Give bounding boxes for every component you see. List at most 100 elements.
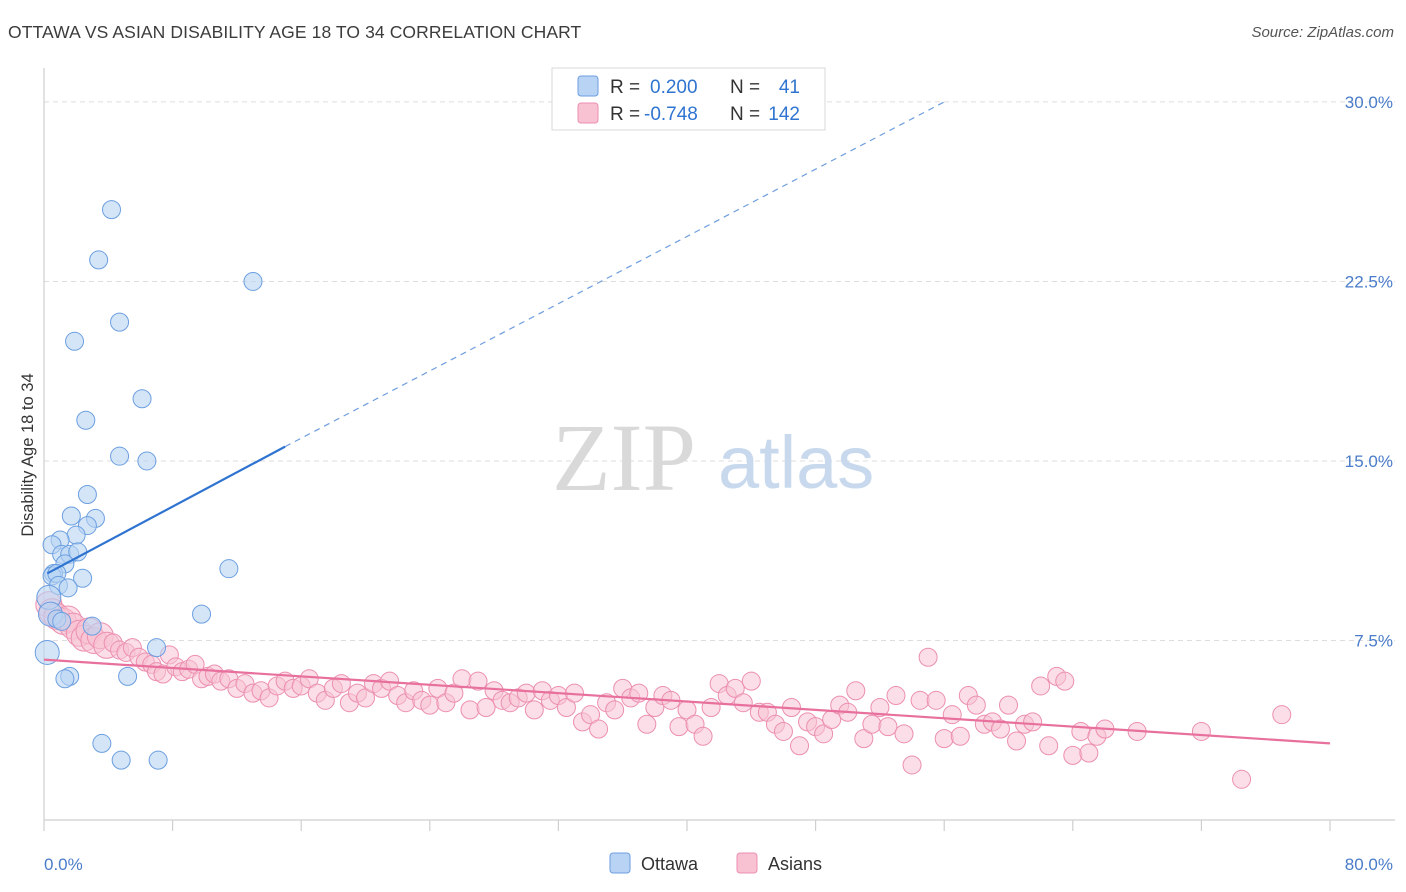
ottawa-point-37 xyxy=(118,666,138,686)
grid-lines xyxy=(44,101,1395,641)
asians-point-75 xyxy=(581,705,601,725)
asians-point-110 xyxy=(862,714,882,734)
asians-point-131 xyxy=(1031,676,1051,696)
ottawa-point-3 xyxy=(110,312,130,332)
asians-point-118 xyxy=(926,690,946,710)
asians-point-108 xyxy=(846,681,866,701)
asians-point-55 xyxy=(420,695,440,715)
asians-point-120 xyxy=(942,705,962,725)
ottawa-point-28 xyxy=(192,604,212,624)
asians-point-86 xyxy=(669,717,689,737)
asians-point-99 xyxy=(773,721,793,741)
legend-n-value-asians: 142 xyxy=(768,104,800,125)
asians-point-126 xyxy=(990,719,1010,739)
asians-point-76 xyxy=(589,719,609,739)
asians-point-137 xyxy=(1079,743,1099,763)
x-tick-label-0: 0.0% xyxy=(44,855,83,874)
chart-title: OTTAWA VS ASIAN DISABILITY AGE 18 TO 34 … xyxy=(8,22,582,42)
source-credit: Source: ZipAtlas.com xyxy=(1251,24,1394,41)
asians-point-94 xyxy=(733,693,753,713)
ottawa-trend-line xyxy=(46,445,286,575)
watermark-atlas: atlas xyxy=(718,421,874,504)
ottawa-point-7 xyxy=(110,446,130,466)
legend-n-label-asians: N = xyxy=(730,104,760,125)
stats-legend: R = 0.200 N = 41 R = -0.748 N = 142 xyxy=(551,67,826,131)
asians-point-141 xyxy=(1191,721,1211,741)
asians-point-127 xyxy=(999,695,1018,715)
asians-series xyxy=(35,591,1292,789)
asians-point-142 xyxy=(1272,705,1292,725)
asians-trend-line xyxy=(43,658,1331,745)
asians-point-130 xyxy=(1023,712,1043,732)
ottawa-point-0 xyxy=(102,200,122,220)
asians-point-47 xyxy=(356,688,375,708)
ottawa-point-39 xyxy=(111,750,131,770)
bottom-legend-swatch-ottawa xyxy=(609,852,631,874)
ottawa-point-10 xyxy=(61,506,81,526)
asians-point-136 xyxy=(1071,721,1091,741)
ottawa-point-8 xyxy=(137,451,157,471)
bottom-legend: Ottawa Asians xyxy=(609,852,822,874)
ottawa-point-20 xyxy=(219,559,239,579)
asians-point-58 xyxy=(444,683,464,703)
asians-point-114 xyxy=(894,724,914,744)
asians-point-95 xyxy=(741,671,761,691)
ottawa-point-38 xyxy=(92,733,112,753)
y-axis-label: Disability Age 18 to 34 xyxy=(19,373,37,536)
bottom-legend-label-asians: Asians xyxy=(768,854,822,874)
ottawa-point-1 xyxy=(89,250,109,270)
asians-point-44 xyxy=(331,674,351,694)
asians-point-40 xyxy=(299,669,319,689)
asians-point-112 xyxy=(878,717,898,737)
legend-r-label-ottawa: R = xyxy=(610,77,640,98)
ottawa-point-4 xyxy=(65,331,85,351)
asians-point-61 xyxy=(468,671,488,691)
ottawa-point-40 xyxy=(148,750,168,770)
ottawa-point-6 xyxy=(76,410,96,430)
asians-point-104 xyxy=(814,724,834,744)
axes xyxy=(43,68,1395,831)
asians-point-134 xyxy=(1055,671,1075,691)
ottawa-point-2 xyxy=(243,271,263,291)
y-tick-label-3: 30.0% xyxy=(1345,93,1393,112)
asians-point-89 xyxy=(693,726,713,746)
asians-point-67 xyxy=(516,683,536,703)
legend-n-label-ottawa: N = xyxy=(730,77,760,98)
ottawa-trend-extension xyxy=(284,101,945,448)
trend-lines xyxy=(43,101,1331,745)
legend-r-value-ottawa: 0.200 xyxy=(650,77,698,98)
asians-point-68 xyxy=(524,700,544,720)
bottom-legend-swatch-asians xyxy=(736,852,758,874)
ottawa-point-36 xyxy=(55,669,75,689)
ottawa-point-5 xyxy=(132,389,152,409)
legend-n-value-ottawa: 41 xyxy=(779,77,800,98)
watermark-zip: ZIP xyxy=(552,404,696,511)
y-tick-label-0: 7.5% xyxy=(1354,631,1393,650)
asians-point-140 xyxy=(1232,769,1252,789)
asians-point-101 xyxy=(790,736,810,756)
tick-labels: 7.5% 15.0% 22.5% 30.0% 0.0% 80.0% xyxy=(44,93,1393,874)
asians-point-132 xyxy=(1039,736,1059,756)
asians-point-113 xyxy=(886,686,906,706)
legend-swatch-ottawa xyxy=(577,75,599,97)
asians-point-111 xyxy=(870,698,890,718)
ottawa-point-13 xyxy=(66,525,86,545)
asians-point-123 xyxy=(966,695,986,715)
asians-point-72 xyxy=(556,698,576,718)
asians-point-90 xyxy=(701,698,721,718)
legend-r-label-asians: R = xyxy=(610,104,640,125)
asians-point-116 xyxy=(910,690,930,710)
ottawa-point-34 xyxy=(147,638,167,658)
legend-swatch-asians xyxy=(577,102,599,124)
asians-point-78 xyxy=(605,700,625,720)
asians-point-109 xyxy=(854,729,874,749)
asians-point-135 xyxy=(1063,745,1083,765)
asians-point-117 xyxy=(918,647,938,667)
ottawa-point-24 xyxy=(73,568,93,588)
bottom-legend-label-ottawa: Ottawa xyxy=(641,854,699,874)
asians-point-82 xyxy=(637,714,657,734)
asians-point-62 xyxy=(476,698,496,718)
asians-point-121 xyxy=(950,726,970,746)
ottawa-point-9 xyxy=(77,484,97,504)
